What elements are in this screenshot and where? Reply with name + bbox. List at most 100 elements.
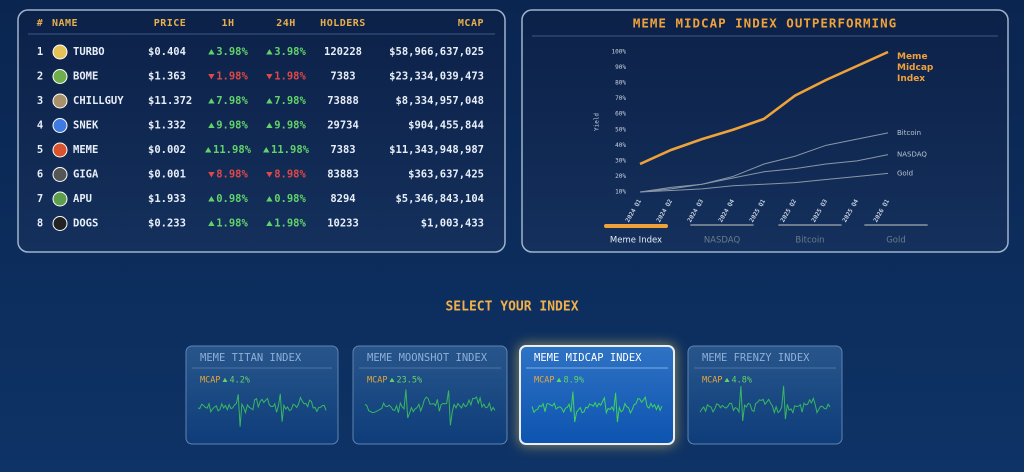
arrow-icon: [208, 196, 215, 202]
index-card[interactable]: [352, 345, 508, 445]
token-name: APU: [73, 193, 92, 205]
rank: 2: [37, 71, 43, 83]
card-change: 4.8%: [731, 376, 751, 386]
card-title: MEME FRENZY INDEX: [702, 352, 810, 364]
rank: 8: [37, 218, 43, 230]
sparkline: [364, 389, 496, 426]
legend-label[interactable]: Bitcoin: [795, 236, 824, 246]
rank: 6: [37, 169, 43, 181]
y-tick-label: 20%: [615, 173, 626, 180]
series-end-label: Meme Midcap Index: [897, 52, 934, 84]
arrow-icon: [266, 122, 273, 129]
token-icon: [52, 167, 68, 182]
market-cap: $8,334,957,048: [395, 95, 484, 107]
y-tick-label: 50%: [615, 126, 626, 133]
token-icon: [52, 93, 68, 109]
arrow-icon: [263, 147, 270, 153]
market-cap: $58,966,637,025: [389, 46, 484, 58]
price: $0.404: [148, 46, 186, 58]
series-line: [639, 132, 889, 193]
column-header: #: [37, 18, 44, 29]
y-tick-label: 80%: [615, 80, 626, 87]
change-h24: 1.98%: [274, 218, 306, 230]
column-header: 24H: [276, 18, 296, 29]
rank: 1: [37, 46, 43, 58]
token-name: DOGS: [73, 218, 98, 230]
arrow-icon: [724, 377, 730, 382]
legend-swatch: [690, 224, 754, 226]
card-metric: MCAP: [200, 376, 220, 386]
price: $0.233: [148, 218, 186, 230]
card-title: MEME MOONSHOT INDEX: [367, 352, 488, 364]
price: $1.332: [148, 120, 186, 132]
column-header: 1H: [221, 18, 234, 29]
legend-label[interactable]: NASDAQ: [704, 236, 741, 246]
price: $1.363: [148, 71, 186, 83]
card-change: 4.2%: [229, 376, 249, 386]
change-h24: 11.98%: [271, 144, 310, 156]
token-name: TURBO: [73, 46, 105, 58]
arrow-icon: [266, 73, 273, 80]
y-axis-label: Yield: [594, 113, 601, 131]
series-end-label: Bitcoin: [897, 129, 921, 137]
index-card[interactable]: [185, 345, 339, 445]
y-tick-label: 30%: [615, 157, 626, 164]
token-icon: [52, 142, 68, 158]
index-card[interactable]: [687, 345, 843, 445]
series-end-label: NASDAQ: [897, 151, 927, 159]
rank: 4: [37, 120, 43, 132]
change-h1: 3.98%: [216, 46, 248, 58]
token-icon: [52, 69, 68, 84]
arrow-icon: [208, 171, 215, 178]
y-tick-label: 10%: [615, 189, 626, 196]
legend-label[interactable]: Meme Index: [610, 236, 662, 246]
change-h1: 7.98%: [216, 95, 248, 107]
token-name: SNEK: [73, 120, 99, 132]
legend-swatch: [778, 224, 842, 226]
column-header: MCAP: [458, 18, 484, 29]
token-name: BOME: [73, 71, 98, 83]
card-metric: MCAP: [702, 376, 722, 386]
holders: 83883: [327, 169, 359, 181]
arrow-icon: [208, 73, 215, 80]
token-icon: [52, 216, 68, 231]
token-name: CHILLGUY: [73, 95, 124, 107]
market-cap: $11,343,948,987: [389, 144, 484, 156]
card-change: 23.5%: [396, 376, 422, 386]
token-icon: [52, 118, 68, 133]
change-h1: 11.98%: [213, 144, 252, 156]
price: $11.372: [148, 95, 192, 107]
token-name: GIGA: [73, 169, 99, 181]
arrow-icon: [389, 377, 395, 382]
card-title: MEME MIDCAP INDEX: [534, 352, 642, 364]
change-h1: 9.98%: [216, 120, 248, 132]
arrow-icon: [556, 377, 562, 382]
token-icon: [52, 44, 68, 60]
price: $0.002: [148, 144, 186, 156]
legend-label[interactable]: Gold: [886, 236, 906, 246]
arrow-icon: [205, 147, 212, 153]
holders: 10233: [327, 218, 359, 230]
sparkline: [531, 391, 663, 423]
change-h1: 1.98%: [216, 71, 248, 83]
table-panel: [17, 9, 506, 253]
token-name: MEME: [73, 144, 98, 156]
rank: 5: [37, 144, 43, 156]
change-h24: 9.98%: [274, 120, 306, 132]
arrow-icon: [208, 98, 215, 104]
card-metric: MCAP: [534, 376, 554, 386]
sparkline: [197, 393, 327, 427]
holders: 7383: [330, 71, 355, 83]
arrow-icon: [222, 377, 228, 382]
section-title: SELECT YOUR INDEX: [445, 300, 578, 315]
arrow-icon: [266, 220, 273, 227]
arrow-icon: [208, 220, 215, 227]
change-h24: 7.98%: [274, 95, 306, 107]
price: $1.933: [148, 193, 186, 205]
chart-title: MEME MIDCAP INDEX OUTPERFORMING: [633, 16, 897, 31]
index-card[interactable]: [519, 345, 675, 445]
y-tick-label: 100%: [612, 49, 627, 56]
market-cap: $5,346,843,104: [395, 193, 484, 205]
